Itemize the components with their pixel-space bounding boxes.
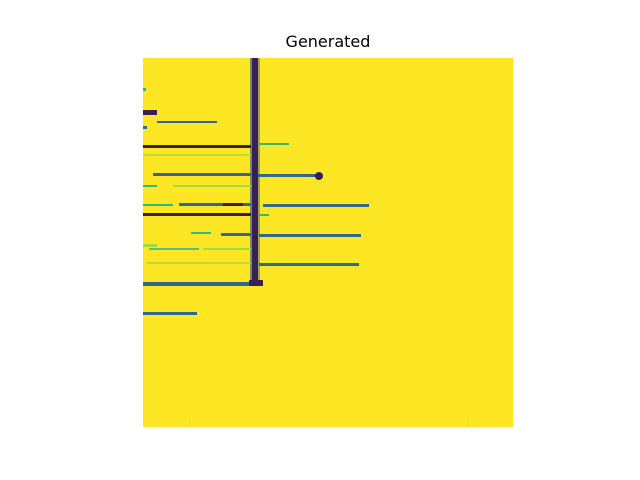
horizontal-stroke xyxy=(223,203,243,206)
horizontal-stroke xyxy=(149,248,199,250)
horizontal-stroke xyxy=(263,204,369,207)
horizontal-stroke xyxy=(143,244,157,247)
horizontal-stroke xyxy=(258,174,318,177)
horizontal-stroke xyxy=(147,262,251,264)
faint-mark xyxy=(189,420,190,426)
horizontal-stroke xyxy=(143,154,251,156)
horizontal-stroke xyxy=(259,263,359,266)
horizontal-stroke xyxy=(157,121,217,123)
horizontal-stroke xyxy=(143,145,251,148)
stroke-endpoint xyxy=(315,172,323,180)
horizontal-stroke xyxy=(259,143,289,145)
horizontal-stroke xyxy=(221,233,251,236)
horizontal-stroke xyxy=(143,185,157,187)
edge-fragment xyxy=(143,88,146,91)
image-background xyxy=(143,58,513,427)
generated-image xyxy=(143,58,513,427)
horizontal-stroke xyxy=(203,248,251,250)
figure-title: Generated xyxy=(285,32,371,51)
horizontal-stroke xyxy=(143,204,173,206)
horizontal-stroke xyxy=(259,214,269,216)
vertical-stroke-edge xyxy=(250,58,252,286)
horizontal-stroke xyxy=(259,234,361,237)
horizontal-stroke xyxy=(191,232,211,234)
edge-fragment xyxy=(143,126,147,129)
horizontal-stroke xyxy=(143,213,251,216)
generated-image-panel xyxy=(143,58,513,427)
faint-mark xyxy=(468,420,469,426)
vertical-stroke-edge xyxy=(258,58,260,286)
horizontal-stroke xyxy=(179,203,251,206)
horizontal-stroke xyxy=(143,282,261,286)
horizontal-stroke xyxy=(143,312,197,315)
horizontal-stroke xyxy=(249,280,263,286)
edge-fragment xyxy=(143,110,157,115)
horizontal-stroke xyxy=(173,185,251,187)
vertical-stroke xyxy=(252,58,258,286)
horizontal-stroke xyxy=(153,173,251,176)
